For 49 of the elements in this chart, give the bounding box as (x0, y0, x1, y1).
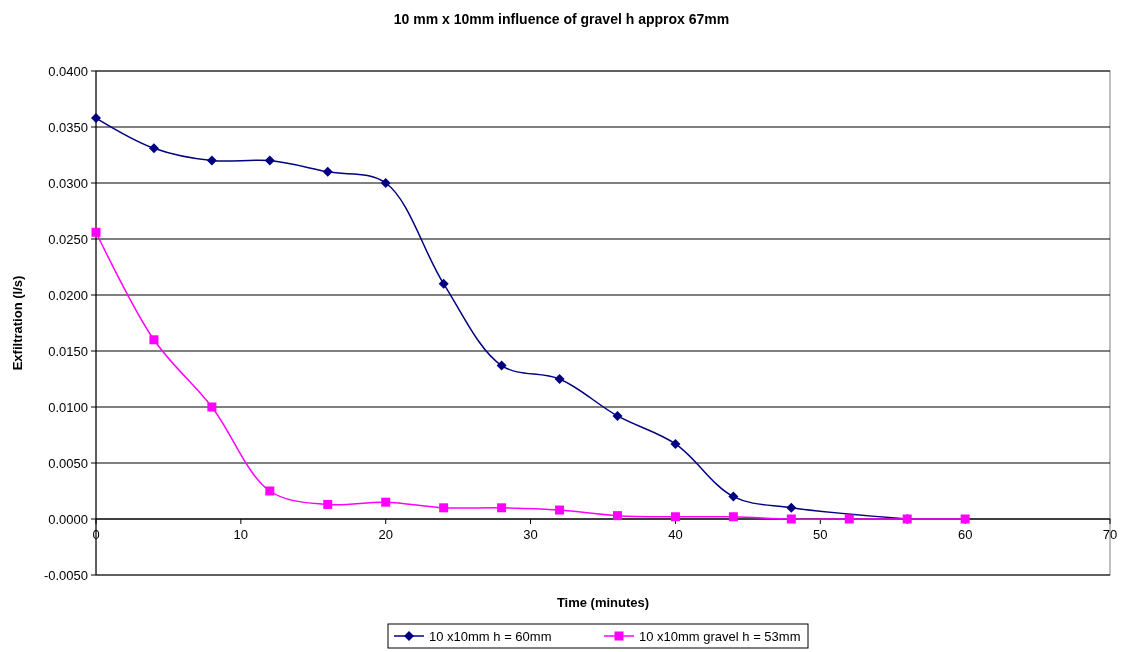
point (265, 486, 275, 496)
x-tick-label: 60 (957, 527, 973, 542)
point (670, 438, 681, 449)
x-tick-label: 40 (668, 527, 683, 542)
point (728, 512, 738, 522)
point (207, 402, 217, 412)
point (554, 374, 565, 384)
point (381, 497, 391, 507)
point (380, 178, 391, 188)
point (555, 505, 565, 515)
legend-label: 10 x10mm gravel h = 53mm (639, 628, 801, 644)
point (91, 113, 101, 124)
y-axis-title: Exfiltration (l/s) (10, 275, 25, 371)
y-tick-label: 0.0150 (48, 343, 88, 359)
point (322, 166, 333, 177)
chart-title: 10 mm x 10mm influence of gravel h approx 67mm (393, 11, 730, 27)
y-tick-label: 0.0400 (48, 63, 88, 79)
point (786, 514, 796, 524)
x-tick-label: 20 (378, 527, 393, 542)
point (148, 143, 159, 154)
y-tick-label: 0.0100 (48, 399, 88, 415)
x-axis-title: Time (minutes) (556, 595, 650, 610)
y-tick-label: 0.0350 (48, 119, 88, 135)
point (149, 335, 159, 345)
y-tick-label: 0.0200 (48, 287, 88, 303)
point (323, 499, 333, 509)
point (264, 155, 275, 166)
point (439, 503, 449, 513)
point (206, 155, 217, 166)
x-tick-label: 70 (1102, 527, 1118, 542)
x-tick-label: 30 (523, 527, 538, 542)
point (844, 514, 854, 524)
legend-label: 10 x10mm h = 60mm (429, 628, 552, 644)
y-tick-label: -0.0050 (43, 567, 88, 583)
x-tick-label: 50 (813, 527, 828, 542)
point (497, 503, 507, 513)
y-tick-label: 0.0050 (48, 455, 88, 471)
point (612, 410, 623, 421)
point (612, 511, 622, 521)
y-tick-label: 0.0250 (48, 231, 88, 247)
point (786, 502, 797, 513)
point (670, 512, 680, 522)
y-tick-label: 0.0000 (48, 511, 88, 527)
point (438, 278, 449, 289)
point (496, 360, 507, 371)
x-tick-label: 10 (233, 527, 249, 542)
point (728, 491, 739, 502)
point (960, 514, 970, 524)
y-tick-label: 0.0300 (48, 175, 88, 191)
